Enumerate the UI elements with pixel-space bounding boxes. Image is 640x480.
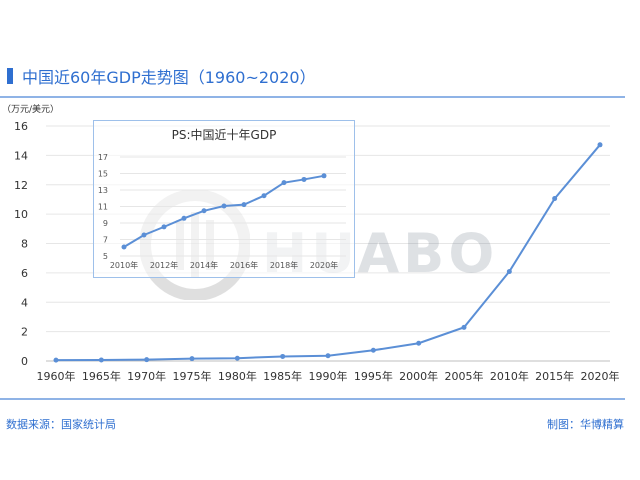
x-tick-label: 1985年 (263, 369, 302, 383)
title-accent-bar (7, 68, 13, 84)
data-point (234, 355, 240, 361)
data-point (370, 347, 376, 353)
inset-data-point (301, 176, 307, 182)
x-tick-label: 2000年 (399, 369, 438, 383)
y-axis-label: （万元/美元） (2, 103, 59, 115)
inset-data-point (181, 215, 187, 221)
y-tick-label: 8 (21, 238, 28, 251)
inset-y-tick-label: 17 (98, 153, 108, 162)
data-point (189, 356, 195, 362)
inset-data-point (321, 173, 327, 179)
y-tick-label: 4 (21, 296, 28, 309)
inset-x-tick-label: 2012年 (150, 260, 178, 270)
x-tick-label: 1980年 (218, 369, 257, 383)
data-point (144, 357, 150, 363)
y-tick-label: 12 (14, 179, 28, 192)
inset-data-point (121, 244, 127, 250)
page-title: 中国近60年GDP走势图（1960~2020） (22, 68, 316, 87)
inset-y-tick-label: 13 (98, 186, 108, 195)
inset-x-tick-label: 2014年 (190, 260, 218, 270)
inset-x-tick-label: 2020年 (310, 260, 338, 270)
inset-x-tick-label: 2018年 (270, 260, 298, 270)
y-tick-label: 14 (14, 149, 28, 162)
inset-chart: PS:中国近十年GDP 5 7 9 11 13 15 17 2010年 2012年 2014年 201… (98, 127, 346, 270)
y-tick-label: 16 (14, 120, 28, 133)
y-tick-label: 6 (21, 267, 28, 280)
inset-x-tick-label: 2016年 (230, 260, 258, 270)
inset-chart-box: PS:中国近十年GDP 5 7 9 11 13 15 17 2010年 2012年 2014年 201… (93, 120, 355, 278)
data-point (280, 353, 286, 359)
y-tick-label: 2 (21, 326, 28, 339)
data-point (416, 340, 422, 346)
x-tick-label: 1970年 (127, 369, 166, 383)
x-tick-label: 1990年 (309, 369, 348, 383)
inset-series-line (123, 174, 325, 248)
inset-chart-title: PS:中国近十年GDP (172, 127, 277, 142)
data-point (597, 142, 603, 148)
data-point (53, 357, 59, 363)
chart-credit: 制图：华博精算 (547, 418, 624, 431)
x-tick-label: 1995年 (354, 369, 393, 383)
data-point (552, 196, 558, 202)
data-point (98, 357, 104, 363)
inset-y-tick-label: 7 (103, 236, 108, 245)
x-tick-label: 2005年 (445, 369, 484, 383)
data-source: 数据来源：国家统计局 (6, 418, 116, 431)
inset-x-tick-label: 2010年 (110, 260, 138, 270)
inset-data-point (161, 224, 167, 230)
inset-data-point (201, 208, 207, 214)
x-tick-label: 1965年 (82, 369, 121, 383)
inset-data-point (141, 232, 147, 238)
x-tick-label: 1960年 (37, 369, 76, 383)
data-point (461, 324, 467, 330)
x-tick-label: 2015年 (535, 369, 574, 383)
y-tick-label: 0 (21, 355, 28, 368)
inset-data-point (221, 203, 227, 209)
data-point (506, 269, 512, 275)
inset-data-point (241, 202, 247, 208)
bottom-divider (0, 398, 625, 400)
x-tick-label: 1975年 (173, 369, 212, 383)
inset-data-point (281, 180, 287, 186)
data-point (325, 353, 331, 359)
inset-y-tick-label: 15 (98, 170, 108, 179)
x-tick-label: 2010年 (490, 369, 529, 383)
inset-data-point (261, 193, 267, 199)
y-tick-label: 10 (14, 208, 28, 221)
inset-y-tick-label: 5 (103, 252, 108, 261)
x-tick-label: 2020年 (581, 369, 620, 383)
top-divider (0, 96, 625, 98)
inset-y-tick-label: 9 (103, 219, 108, 228)
inset-y-tick-label: 11 (98, 203, 108, 212)
